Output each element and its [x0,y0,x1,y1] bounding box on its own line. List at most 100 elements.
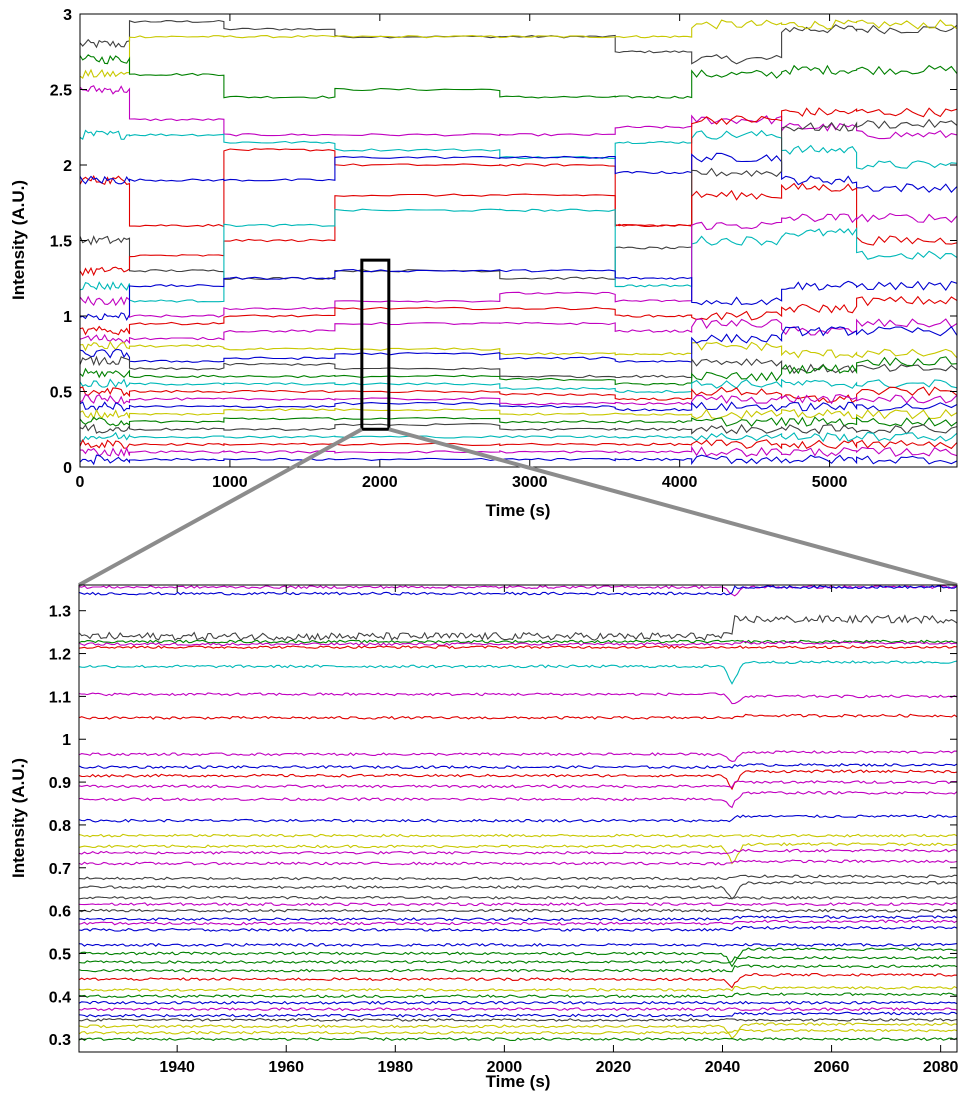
y-tick-label: 3 [63,7,72,24]
y-tick-label: 1.5 [50,234,72,251]
overview-trace [80,340,957,359]
y-tick-label: 1.3 [49,604,71,621]
overview-trace [80,129,957,170]
zoom-trace [79,780,957,789]
zoom-trace [79,585,957,596]
zoom-trace [79,915,957,922]
zoom-trace [79,639,957,644]
zoom-trace [79,964,957,973]
y-tick-label: 2.5 [50,83,72,100]
zoom-x-axis: 1940 1960 1980 2000 2020 2040 2060 2080 [159,585,959,1076]
y-tick-label: 0.5 [50,385,72,402]
overview-trace [80,152,957,193]
overview-y-axis-label: Intensity (A.U.) [9,180,28,300]
zoom-trace [79,902,957,907]
zoom-trace [79,769,957,791]
overview-trace [80,438,957,450]
overview-trace [80,356,957,386]
overview-trace [80,118,957,280]
y-tick-label: 0.5 [49,946,71,963]
zoom-trace [79,1017,957,1022]
zoom-trace [79,925,957,932]
overview-trace [80,401,957,412]
y-tick-label: 1 [63,309,72,326]
overview-trace [80,407,957,421]
zoom-trace [79,750,957,762]
zoom-trace [79,790,957,809]
y-tick-label: 0.3 [49,1032,71,1049]
x-tick-label: 2000 [362,474,398,491]
overview-trace [80,85,957,140]
overview-trace [80,107,957,228]
x-tick-label: 2060 [814,1059,850,1076]
zoom-connector-right [388,427,958,587]
zoom-trace [79,645,957,650]
zoom-trace [79,660,957,685]
overview-plot: 0 1000 2000 3000 4000 5000 0 0.5 1 1.5 2 2.5 3 Time… [9,7,958,520]
overview-traces [80,19,957,466]
x-tick-label: 1960 [268,1059,304,1076]
y-tick-label: 0.6 [49,904,71,921]
zoom-trace [79,614,957,642]
y-tick-label: 0.9 [49,775,71,792]
x-tick-label: 1940 [159,1059,195,1076]
x-tick-label: 0 [76,474,85,491]
overview-trace [80,295,957,336]
zoom-trace [79,973,957,989]
overview-trace [80,182,957,277]
y-tick-label: 1.1 [49,689,71,706]
zoom-trace [79,842,957,865]
overview-trace [80,269,957,322]
zoom-trace [79,848,957,855]
overview-trace [80,423,957,435]
zoom-connector-lines [78,427,958,587]
x-tick-label: 2040 [705,1059,741,1076]
zoom-trace [79,833,957,838]
overview-trace [80,416,957,427]
zoom-plot: 1940 1960 1980 2000 2020 2040 2060 2080 0.3 0.4 0… [9,584,959,1091]
overview-x-axis: 0 1000 2000 3000 4000 5000 [76,14,848,491]
zoom-trace [79,895,957,900]
zoom-trace [79,585,957,597]
x-tick-label: 5000 [812,474,848,491]
overview-trace [80,445,957,458]
x-tick-label: 1980 [378,1059,414,1076]
overview-trace [80,325,957,363]
x-tick-label: 2080 [923,1059,959,1076]
overview-trace [80,378,957,394]
zoom-trace [79,1000,957,1005]
overview-trace [80,19,957,65]
y-tick-label: 0.4 [49,989,71,1006]
x-tick-label: 4000 [662,474,698,491]
zoom-y-axis-label: Intensity (A.U.) [9,758,28,878]
zoom-trace [79,713,957,720]
zoom-trace [79,1022,957,1040]
zoom-trace [79,919,957,926]
zoom-trace [79,1011,957,1018]
zoom-trace [79,763,957,769]
zoom-trace [79,942,957,947]
x-tick-label: 2020 [596,1059,632,1076]
zoom-trace [79,992,957,999]
overview-trace [80,386,957,404]
zoom-traces [79,585,957,1042]
zoom-trace [79,908,957,913]
overview-trace [80,19,957,79]
zoom-trace [79,1037,957,1042]
zoom-trace [79,880,957,900]
overview-trace [80,393,957,406]
x-tick-label: 3000 [512,474,548,491]
zoom-x-axis-label: Time (s) [486,1072,551,1091]
zoom-trace [79,955,957,964]
zoom-region-box [360,258,391,431]
overview-trace [80,212,957,318]
zoom-y-axis: 0.3 0.4 0.5 0.6 0.7 0.8 0.9 1 1.1 1.2 1.3 [49,604,957,1049]
zoom-plot-frame [78,584,958,1053]
x-tick-label: 2000 [487,1059,523,1076]
overview-trace [80,54,957,99]
zoom-trace [79,640,957,647]
y-tick-label: 1 [62,732,71,749]
overview-trace [80,431,957,443]
zoom-trace [79,692,957,705]
